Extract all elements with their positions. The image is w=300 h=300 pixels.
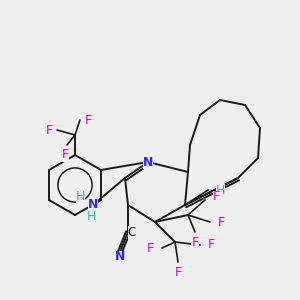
Text: H: H — [76, 190, 85, 203]
Text: F: F — [218, 215, 225, 229]
Text: F: F — [45, 124, 52, 136]
Text: C: C — [128, 226, 136, 238]
Text: H: H — [216, 184, 225, 196]
Text: N: N — [143, 155, 153, 169]
Text: F: F — [213, 190, 220, 203]
Text: F: F — [84, 113, 92, 127]
Text: N: N — [88, 199, 98, 212]
Text: F: F — [61, 148, 69, 161]
Text: N: N — [143, 155, 153, 169]
Text: F: F — [208, 238, 215, 251]
Text: N: N — [115, 250, 125, 263]
Text: F: F — [174, 266, 182, 278]
Text: H: H — [86, 211, 96, 224]
Text: F: F — [191, 236, 199, 248]
Text: F: F — [147, 242, 154, 254]
